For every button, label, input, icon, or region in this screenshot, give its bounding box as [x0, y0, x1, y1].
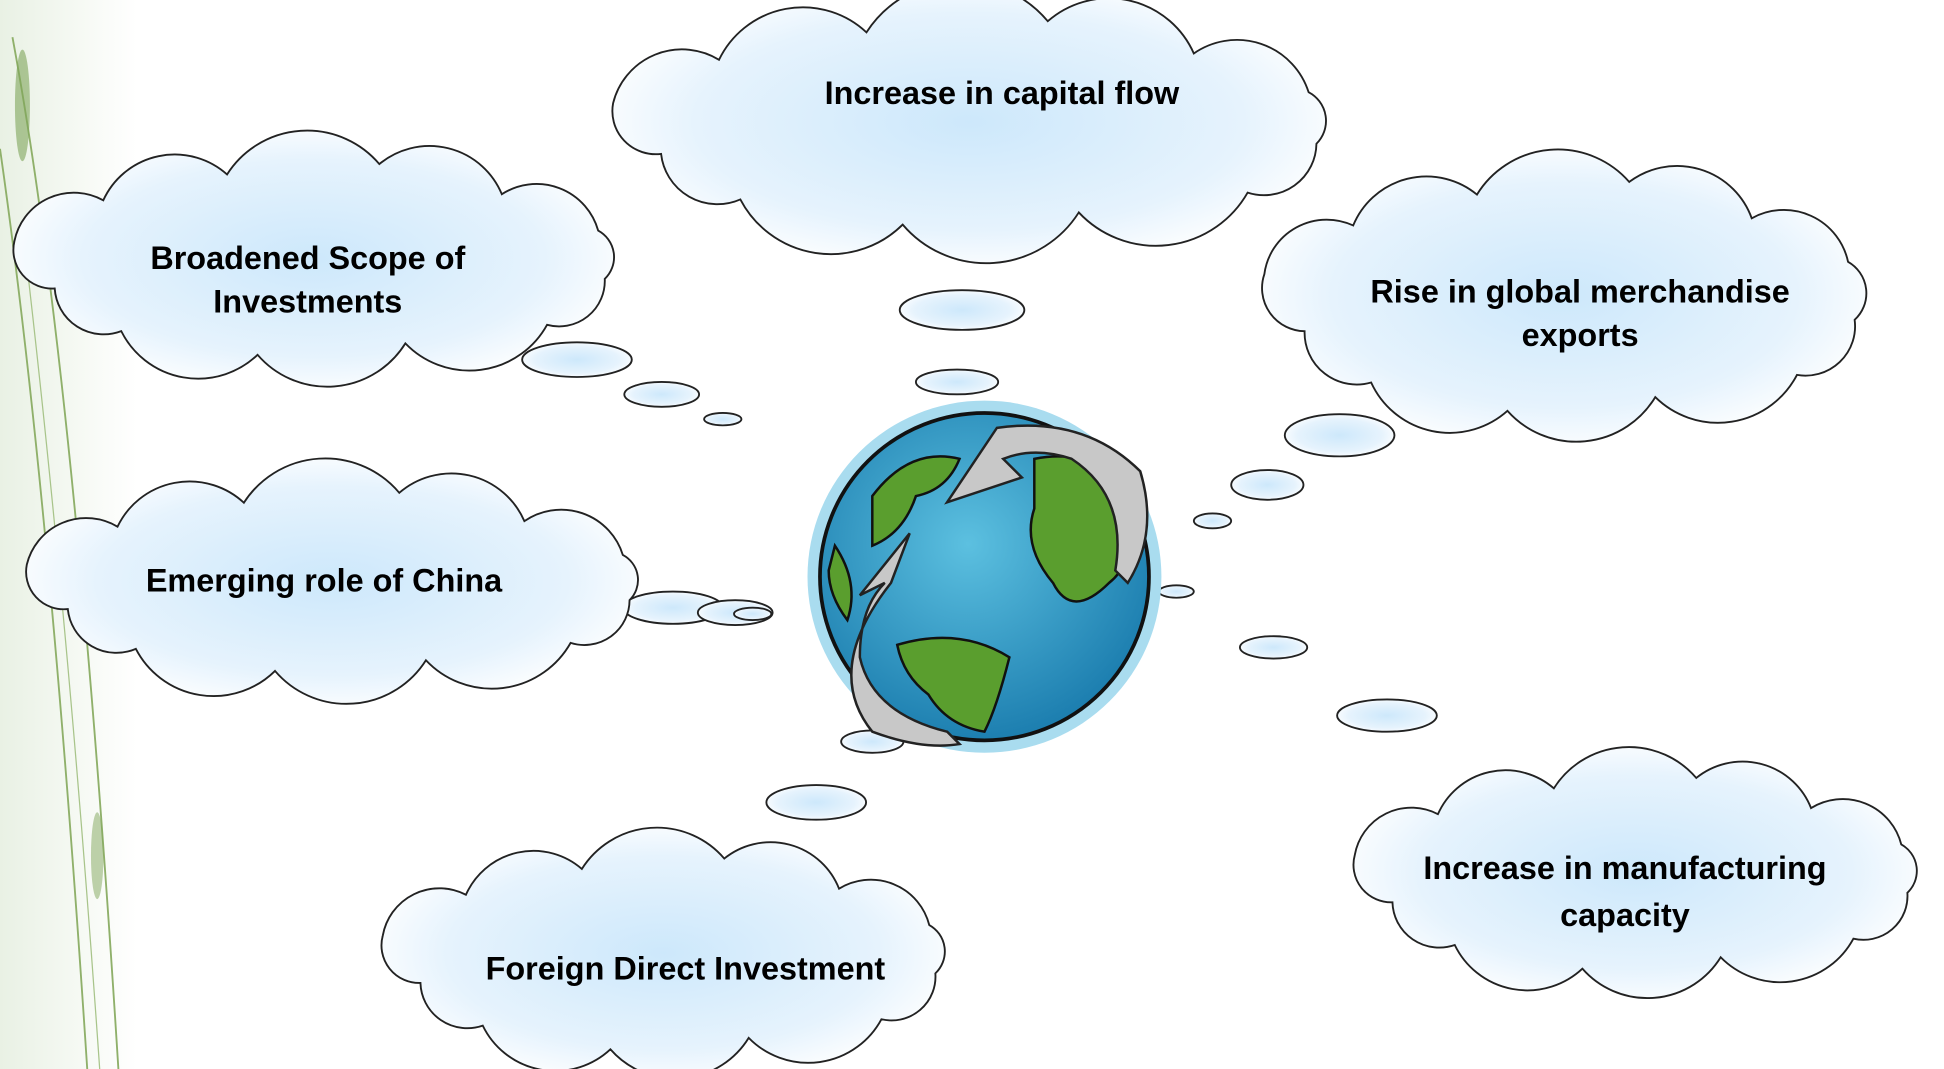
cloud: Increase in capital flow	[612, 0, 1326, 263]
cloud-label: Rise in global merchandise	[1370, 273, 1789, 309]
thought-bubble	[1231, 470, 1303, 500]
thought-bubble	[624, 382, 699, 407]
thought-bubble	[766, 785, 866, 820]
thought-bubble	[522, 342, 632, 377]
cloud-label: Increase in capital flow	[825, 75, 1180, 111]
cloud-label: capacity	[1560, 897, 1690, 933]
cloud-label: Foreign Direct Investment	[486, 951, 886, 987]
thought-bubble	[1194, 513, 1231, 528]
thought-bubble	[1285, 414, 1395, 456]
cloud: Foreign Direct Investment	[381, 828, 944, 1069]
thought-bubble	[704, 413, 741, 425]
cloud-shape	[612, 0, 1326, 263]
cloud-label: exports	[1522, 317, 1639, 353]
thought-bubble	[734, 608, 771, 620]
cloud-label: Broadened Scope of	[150, 240, 465, 276]
thought-bubble	[1337, 699, 1437, 731]
thought-bubble	[1159, 585, 1194, 597]
cloud-label: Investments	[213, 283, 402, 319]
page: {"clouds": [ {"lines": ["Increase in cap…	[0, 0, 1944, 1069]
cloud: Rise in global merchandise exports	[1262, 150, 1866, 442]
thought-bubble	[916, 370, 998, 395]
thought-bubble	[900, 290, 1025, 330]
cloud: Increase in manufacturing capacity	[1353, 747, 1916, 998]
thought-bubble	[1240, 636, 1307, 658]
globe	[808, 401, 1162, 753]
cloud-label: Increase in manufacturing	[1423, 850, 1826, 886]
diagram: Increase in capital flow Broadened Scope …	[0, 0, 1944, 1069]
cloud-label: Emerging role of China	[146, 562, 503, 598]
cloud-shape	[381, 828, 944, 1069]
